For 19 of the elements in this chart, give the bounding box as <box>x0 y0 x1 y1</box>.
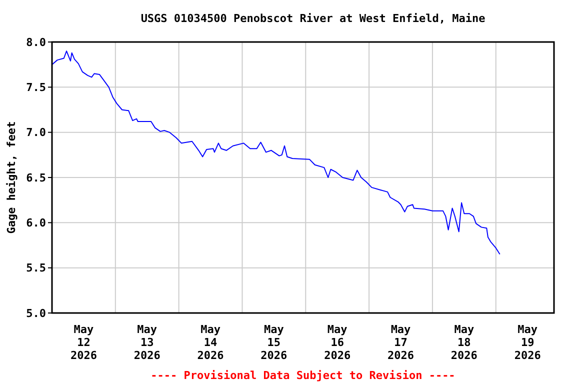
y-tick-label: 5.5 <box>26 262 46 275</box>
x-tick-label: May 13 2026 <box>134 323 161 362</box>
y-tick-label: 7.0 <box>26 126 46 140</box>
x-tick-label: May 16 2026 <box>324 323 351 362</box>
y-axis-title: Gage height, feet <box>5 121 18 234</box>
line-series <box>52 50 500 255</box>
x-tick-label: May 15 2026 <box>260 323 288 362</box>
x-tick-label: May 18 2026 <box>450 323 478 362</box>
y-tick-label: 6.5 <box>26 171 46 184</box>
y-tick-label: 6.0 <box>26 216 46 230</box>
x-tick-label: May 14 2026 <box>197 323 224 362</box>
x-tick-label: May 17 2026 <box>388 323 414 362</box>
y-tick-label: 8.0 <box>26 36 46 49</box>
x-tick-label: May 19 2026 <box>514 323 542 362</box>
y-tick-label: 5.0 <box>26 306 46 320</box>
text: ---- Provisional Data Subject to Revision ---- <box>150 369 456 382</box>
y-tick-label: 7.5 <box>26 81 46 94</box>
chart-title: USGS 01034500 Penobscot River at West Enfield, Maine <box>140 12 486 25</box>
x-tick-label: May 12 2026 <box>70 323 98 362</box>
